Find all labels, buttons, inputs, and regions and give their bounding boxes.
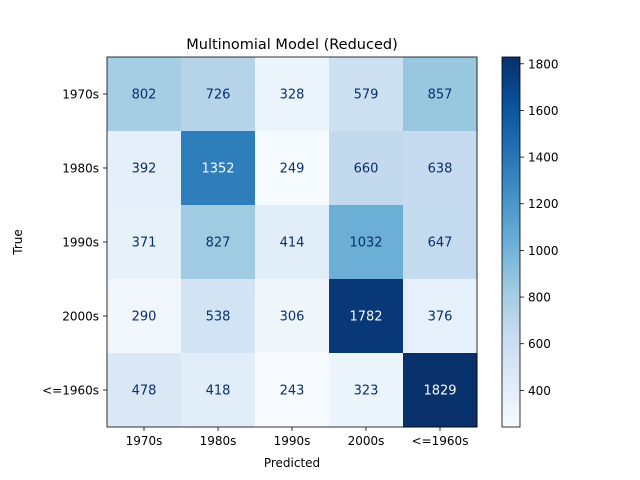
heatmap-cell xyxy=(181,205,256,280)
heatmap-cell xyxy=(181,279,256,354)
cell-value-label: 857 xyxy=(428,88,453,103)
x-tick-label: 1980s xyxy=(200,434,237,448)
colorbar-tick-label: 1000 xyxy=(528,244,559,258)
heatmap-cell xyxy=(255,353,330,428)
cell-value-label: 306 xyxy=(280,310,305,325)
cell-value-label: 392 xyxy=(132,162,157,177)
heatmap-cell xyxy=(107,131,182,206)
colorbar-ticks: 400 600 800 1000 1200 1400 1600 1800 xyxy=(520,57,559,398)
cell-value-label: 328 xyxy=(280,88,305,103)
cell-value-label: 1352 xyxy=(201,162,234,177)
heatmap-cell xyxy=(107,353,182,428)
heatmap-cell xyxy=(403,205,478,280)
heatmap-cell xyxy=(403,279,478,354)
heatmap-cell xyxy=(255,131,330,206)
heatmap-cell xyxy=(107,57,182,132)
y-tick-label: 1990s xyxy=(62,236,99,250)
colorbar-tick-label: 800 xyxy=(528,291,551,305)
y-axis-label: True xyxy=(11,229,25,256)
cell-value-label: 827 xyxy=(206,236,231,251)
heatmap-cell xyxy=(255,279,330,354)
heatmap-cell xyxy=(329,353,404,428)
cell-value-label: 726 xyxy=(206,88,231,103)
x-axis-ticks: 1970s 1980s 1990s 2000s <=1960s xyxy=(126,427,469,448)
cell-value-label: 647 xyxy=(428,236,453,251)
heatmap-cell xyxy=(255,205,330,280)
cell-value-label: 371 xyxy=(132,236,157,251)
heatmap-cell xyxy=(255,57,330,132)
cell-value-label: 1032 xyxy=(349,236,382,251)
heatmap-cell xyxy=(181,57,256,132)
cell-value-label: 660 xyxy=(354,162,379,177)
x-tick-label: 2000s xyxy=(348,434,385,448)
heatmap-cell xyxy=(403,131,478,206)
heatmap-cell xyxy=(329,131,404,206)
heatmap-cells xyxy=(107,57,478,428)
chart-title: Multinomial Model (Reduced) xyxy=(186,37,397,53)
cell-value-label: 1829 xyxy=(423,384,456,399)
heatmap-cell xyxy=(329,205,404,280)
colorbar-tick-label: 1400 xyxy=(528,151,559,165)
y-axis-ticks: 1970s 1980s 1990s 2000s <=1960s xyxy=(42,88,107,398)
cell-value-label: 538 xyxy=(206,310,231,325)
x-axis-label: Predicted xyxy=(264,456,320,470)
colorbar-tick-label: 1600 xyxy=(528,104,559,118)
y-tick-label: <=1960s xyxy=(42,384,99,398)
cell-value-label: 579 xyxy=(354,88,379,103)
colorbar-tick-label: 600 xyxy=(528,337,551,351)
x-tick-label: 1970s xyxy=(126,434,163,448)
heatmap-cell xyxy=(181,131,256,206)
colorbar-tick-label: 400 xyxy=(528,384,551,398)
colorbar xyxy=(501,56,521,428)
cell-value-label: 243 xyxy=(280,384,305,399)
colorbar-tick-label: 1200 xyxy=(528,197,559,211)
heatmap-cell xyxy=(181,353,256,428)
x-tick-label: 1990s xyxy=(274,434,311,448)
heatmap-cell xyxy=(107,205,182,280)
cell-value-label: 249 xyxy=(280,162,305,177)
y-tick-label: 2000s xyxy=(62,310,99,324)
heatmap-cell xyxy=(107,279,182,354)
cell-value-label: 638 xyxy=(428,162,453,177)
heatmap-cell xyxy=(329,57,404,132)
y-tick-label: 1980s xyxy=(62,162,99,176)
cell-value-label: 376 xyxy=(428,310,453,325)
cell-value-label: 418 xyxy=(206,384,231,399)
cell-value-label: 1782 xyxy=(349,310,382,325)
cell-value-label: 290 xyxy=(132,310,157,325)
colorbar-tick-label: 1800 xyxy=(528,57,559,71)
heatmap-cell xyxy=(403,57,478,132)
cell-value-label: 323 xyxy=(354,384,379,399)
x-tick-label: <=1960s xyxy=(412,434,469,448)
cell-value-label: 802 xyxy=(132,88,157,103)
heatmap-cell xyxy=(329,279,404,354)
y-tick-label: 1970s xyxy=(62,88,99,102)
cell-value-label: 414 xyxy=(280,236,305,251)
cell-value-labels: 802 726 328 579 857 392 1352 249 660 638 371 827 414… xyxy=(132,88,457,399)
heatmap-cell xyxy=(403,353,478,428)
cell-value-label: 478 xyxy=(132,384,157,399)
